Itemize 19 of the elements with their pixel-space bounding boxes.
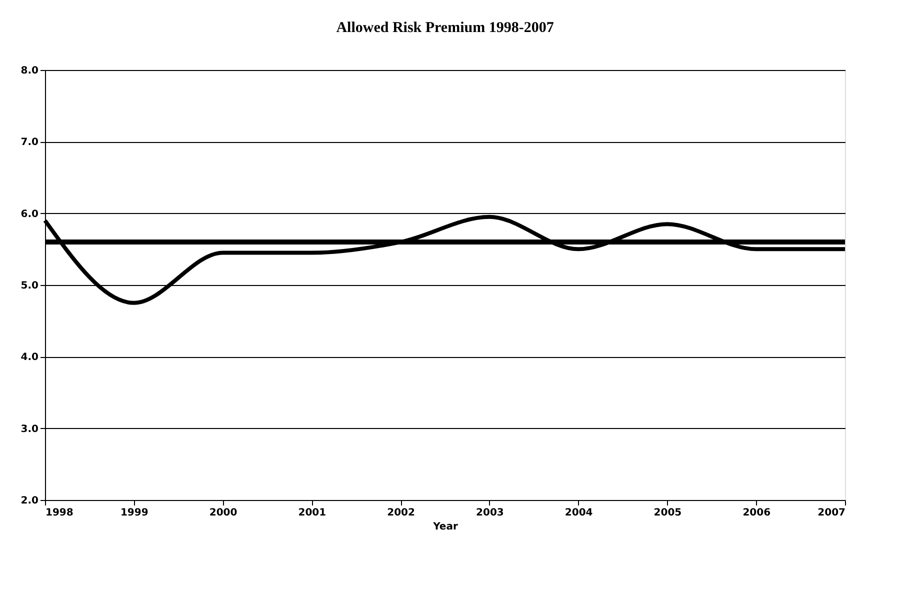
y-tick-label: 7.0 [20,137,39,148]
x-tick-label: 1998 [46,508,74,518]
x-axis-title: Year [432,522,458,532]
x-tick-label: 2003 [476,508,504,518]
x-tick-label: 2007 [818,508,846,518]
y-tick-label: 3.0 [20,424,39,435]
x-tick-label: 2002 [387,508,416,518]
x-tick-label: 1999 [120,508,148,518]
y-tick-label: 6.0 [20,208,39,220]
y-tick-label: 8.0 [20,66,39,76]
x-tick-label: 2004 [564,508,593,518]
x-tick-label: 2001 [298,508,326,518]
y-tick-label: 5.0 [20,280,39,292]
y-tick-label: 4.0 [20,352,39,364]
x-tick-label: 2005 [654,508,682,518]
x-tick-label: 2006 [742,508,771,518]
y-tick-label: 2.0 [20,496,39,506]
chart-title: Allowed Risk Premium 1998-2007 [336,20,554,36]
x-tick-label: 2000 [209,508,238,518]
